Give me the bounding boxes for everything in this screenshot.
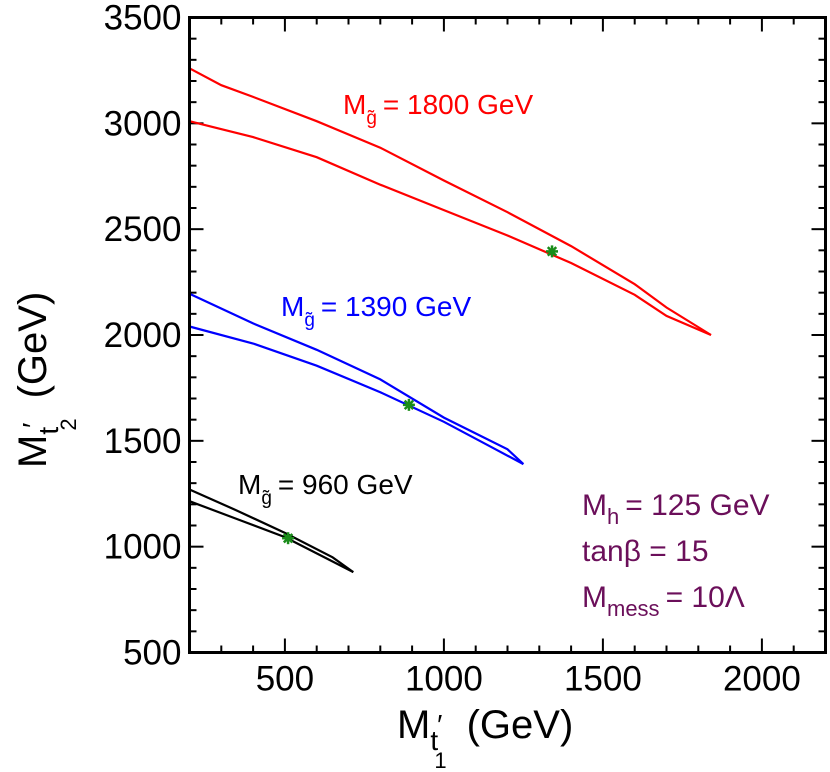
y-axis-title-main: M xyxy=(11,435,55,468)
series-0-lower-branch xyxy=(189,120,712,337)
param-mmess-main: M xyxy=(582,581,607,614)
x-axis-title-main: M xyxy=(397,703,430,747)
x-tick-labels: 500 1000 1500 2000 xyxy=(256,660,801,699)
y-axis-title: Mt′ 2 (GeV) xyxy=(11,292,81,468)
series-label-960-rest: = 960 GeV xyxy=(278,469,413,500)
param-mh: Mh = 125 GeV xyxy=(582,489,770,529)
param-mh-rest: = 125 GeV xyxy=(625,489,769,522)
series-2-lower-branch xyxy=(189,500,354,574)
y-tick-label-1500: 1500 xyxy=(104,422,182,461)
series-1-lower-branch xyxy=(189,325,524,466)
series-label-1390: Mg̃ = 1390 GeV xyxy=(281,291,471,331)
series-label-1800-rest: = 1800 GeV xyxy=(383,89,534,120)
series-1-upper-branch xyxy=(189,292,525,465)
series-label-1800-sub: g̃ xyxy=(366,108,377,129)
x-axis-title-unit: (GeV) xyxy=(467,703,574,747)
y-tick-labels: 500 1000 1500 2000 2500 3000 3500 xyxy=(104,0,182,673)
series-label-960-main: M xyxy=(238,469,261,500)
x-axis-title-sub: t xyxy=(430,725,438,756)
y-tick-label-3500: 3500 xyxy=(104,0,182,38)
y-tick-label-1000: 1000 xyxy=(104,528,182,567)
x-axis-title: Mt′ 1 (GeV) xyxy=(397,703,573,772)
series-label-1800: Mg̃ = 1800 GeV xyxy=(343,89,533,129)
series-2-marker xyxy=(282,532,295,545)
series-2-upper-branch xyxy=(189,488,354,573)
series-label-1390-main: M xyxy=(281,291,304,322)
param-tanbeta: tanβ = 15 xyxy=(582,535,709,568)
y-axis-title-prime: ′ xyxy=(17,423,48,428)
x-tick-label-2000: 2000 xyxy=(723,660,801,699)
y-axis-title-subsub: 2 xyxy=(56,418,81,430)
series-1-marker xyxy=(402,398,415,411)
series-0-upper-branch xyxy=(188,67,712,336)
param-mmess-sub: mess xyxy=(607,596,660,621)
param-mmess-rest: = 10Λ xyxy=(666,581,745,614)
series-label-1800-main: M xyxy=(343,89,366,120)
x-axis-title-prime: ′ xyxy=(437,709,442,740)
param-mh-main: M xyxy=(582,489,607,522)
y-tick-label-2500: 2500 xyxy=(104,210,182,249)
y-tick-label-2000: 2000 xyxy=(104,316,182,355)
x-tick-label-500: 500 xyxy=(256,660,314,699)
plot-frame xyxy=(188,16,827,654)
series-label-1390-sub: g̃ xyxy=(304,310,315,331)
param-mmess: Mmess = 10Λ xyxy=(582,581,745,621)
series-label-960-sub: g̃ xyxy=(261,488,272,509)
series-label-1390-rest: = 1390 GeV xyxy=(321,291,472,322)
y-axis-title-sub: t xyxy=(33,427,64,435)
series-label-960: Mg̃ = 960 GeV xyxy=(238,469,413,509)
y-axis-title-unit: (GeV) xyxy=(11,292,55,399)
series-0-marker xyxy=(546,245,559,258)
param-mh-sub: h xyxy=(607,504,619,529)
y-tick-label-500: 500 xyxy=(123,634,181,673)
x-tick-label-1000: 1000 xyxy=(405,660,483,699)
y-axis-title-group: Mt′ 2 (GeV) xyxy=(11,292,81,468)
markers xyxy=(282,245,559,545)
x-tick-label-1500: 1500 xyxy=(564,660,642,699)
y-tick-label-3000: 3000 xyxy=(104,104,182,143)
x-axis-title-subsub: 1 xyxy=(434,748,446,772)
